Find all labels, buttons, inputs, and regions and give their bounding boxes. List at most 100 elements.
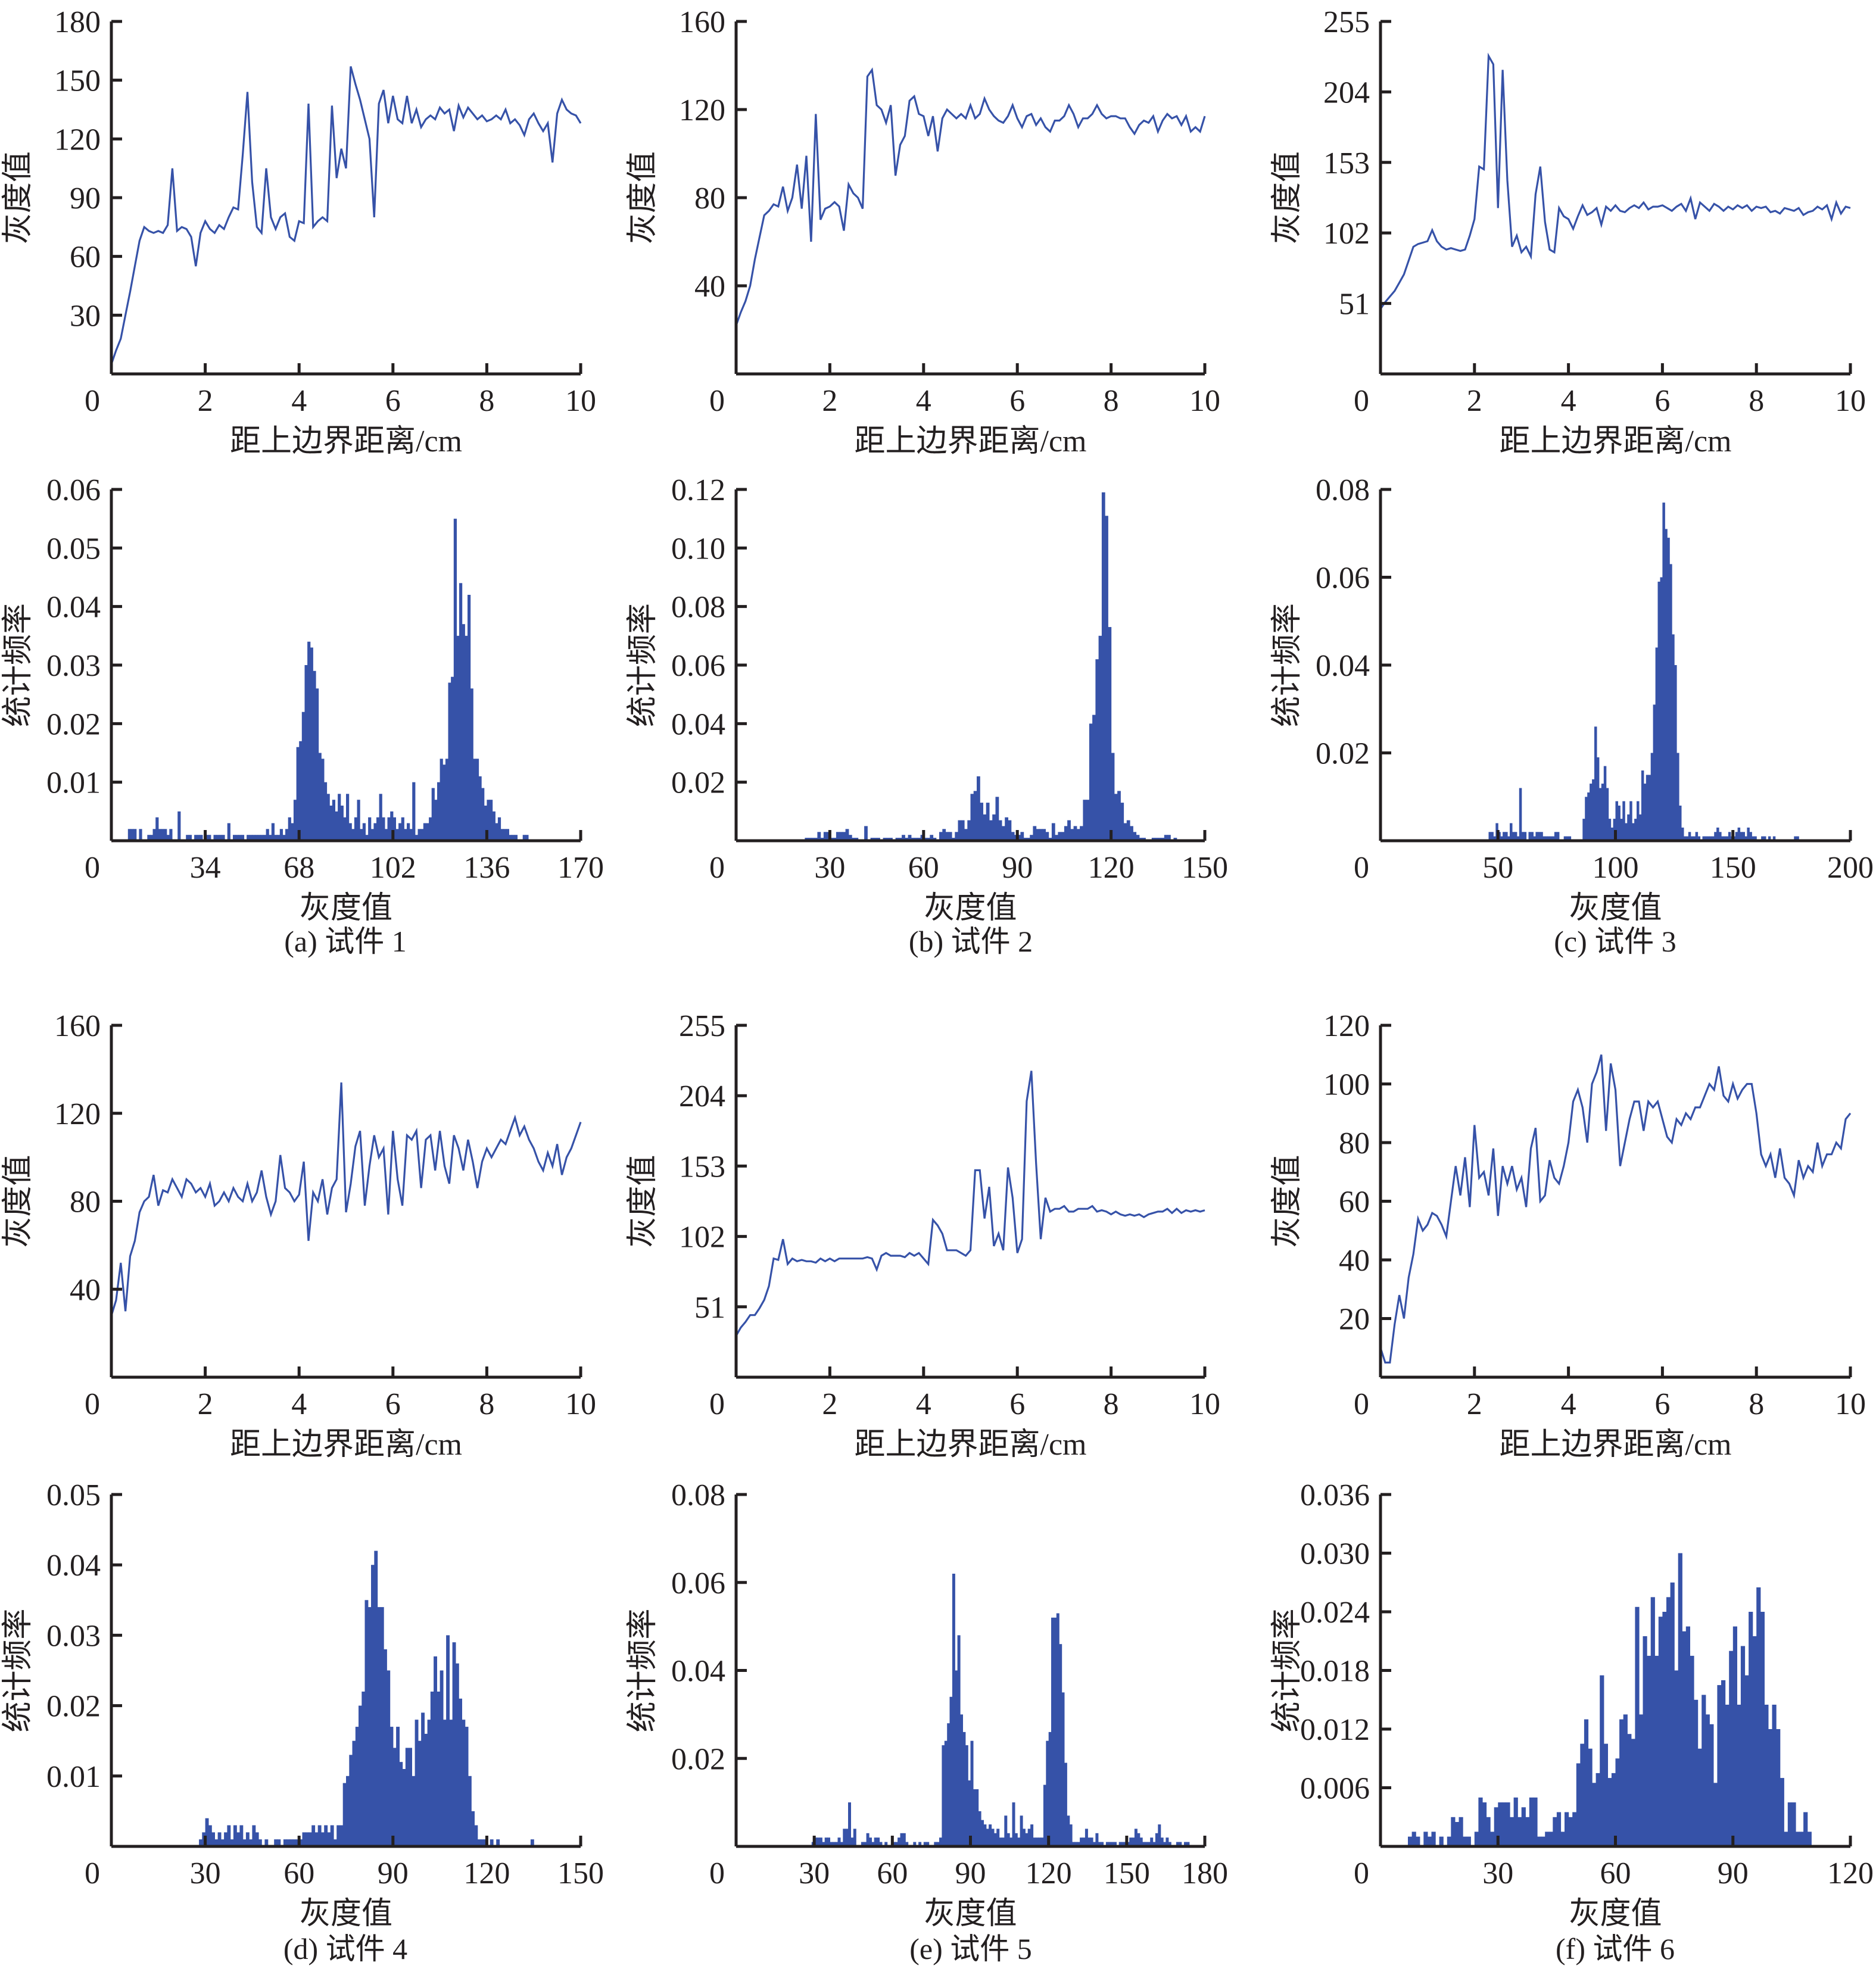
c-profile-series-line <box>1379 52 1851 310</box>
c-histogram-bar <box>1772 836 1776 841</box>
e-histogram-y-tick-label: 0.06 <box>671 1567 725 1600</box>
f-histogram-y-tick-label: 0.012 <box>1300 1713 1370 1747</box>
b-histogram-bar <box>1101 492 1105 841</box>
f-histogram-bar <box>1643 1636 1647 1846</box>
e-histogram-bar <box>1069 1824 1073 1846</box>
c-histogram-bar <box>1724 836 1727 841</box>
c-histogram-bar <box>1676 753 1679 841</box>
d-histogram-bar <box>336 1825 341 1846</box>
e-histogram-bar <box>1158 1824 1161 1846</box>
f-histogram-bar <box>1658 1617 1663 1846</box>
d-profile-y-tick-label: 40 <box>70 1273 101 1307</box>
e-histogram-bar <box>866 1833 870 1846</box>
a-histogram-bar <box>368 817 372 841</box>
e-histogram-bar <box>835 1842 839 1846</box>
d-histogram-bar <box>440 1670 444 1846</box>
f-profile-y-tick-label: 80 <box>1339 1127 1370 1160</box>
d-histogram-bar <box>417 1740 422 1846</box>
f-histogram-bar <box>1690 1655 1694 1846</box>
a-histogram-bar <box>271 823 275 841</box>
c-profile-y-tick-label: 51 <box>1339 288 1370 322</box>
e-histogram-bar <box>947 1723 951 1846</box>
c-histogram-bar <box>1737 827 1741 841</box>
a-histogram-bar <box>257 835 261 841</box>
c-histogram-bar <box>1679 806 1682 841</box>
a-histogram-bar <box>147 835 151 841</box>
c-histogram-bar <box>1646 775 1649 841</box>
e-histogram-bar <box>1160 1837 1164 1846</box>
c-histogram-y-tick-label: 0.06 <box>1316 561 1370 595</box>
f-histogram-bar <box>1556 1812 1562 1846</box>
d-histogram-bar <box>471 1811 475 1846</box>
b-histogram-bar <box>1095 659 1099 841</box>
c-histogram-bar <box>1749 832 1752 841</box>
e-histogram-bar <box>1176 1842 1179 1846</box>
a-histogram-bar <box>233 835 236 841</box>
c-histogram-bar <box>1754 836 1757 841</box>
e-histogram-bar <box>1132 1837 1135 1846</box>
c-histogram-bar <box>1528 832 1531 841</box>
e-histogram-bar <box>1067 1815 1070 1846</box>
a-profile-x-tick-label: 0 <box>85 384 100 418</box>
a-histogram-bar <box>384 829 388 841</box>
a-histogram-bar <box>288 817 291 841</box>
e-histogram-bar <box>957 1635 961 1846</box>
e-histogram-bar <box>999 1837 1002 1846</box>
a-histogram-bar <box>205 835 208 841</box>
b-histogram-bar <box>955 832 959 841</box>
b-histogram-bar <box>1105 516 1108 841</box>
e-histogram-bar <box>1025 1833 1029 1846</box>
a-histogram-bar <box>392 817 396 841</box>
f-histogram-bar <box>1541 1836 1545 1846</box>
b-histogram-bar <box>1083 800 1087 841</box>
c-histogram-bar <box>1603 766 1607 841</box>
f-histogram-bar <box>1654 1655 1659 1846</box>
c-profile-y-tick-label: 204 <box>1323 76 1370 110</box>
a-histogram-bar <box>415 835 419 841</box>
b-histogram-bar <box>958 820 962 841</box>
c-histogram-bar <box>1505 832 1508 841</box>
c-histogram-bar <box>1719 832 1722 841</box>
b-profile-x-tick-label: 10 <box>1189 384 1220 418</box>
e-profile-y-tick-label: 153 <box>679 1150 725 1184</box>
e-histogram-bar <box>840 1842 843 1846</box>
c-histogram-bar <box>1587 792 1590 841</box>
f-histogram-bar <box>1615 1758 1620 1847</box>
a-histogram-bar <box>164 829 167 841</box>
d-histogram-bar <box>430 1692 434 1846</box>
e-histogram-bar <box>1080 1837 1083 1846</box>
f-histogram-bar <box>1439 1836 1444 1846</box>
e-histogram-bar <box>902 1833 906 1846</box>
b-histogram-y-tick-label: 0.06 <box>671 649 725 683</box>
c-histogram-bar <box>1594 726 1597 841</box>
c-histogram-bar <box>1655 647 1659 841</box>
d-profile-series-line <box>110 1082 582 1316</box>
f-histogram-bar <box>1682 1631 1687 1846</box>
a-histogram-bar <box>376 817 380 841</box>
a-histogram-bar <box>390 811 394 841</box>
d-profile-x-tick-label: 4 <box>291 1387 307 1421</box>
f-histogram-bar <box>1568 1817 1573 1847</box>
a-histogram-bar <box>200 835 203 841</box>
e-histogram-bar <box>884 1842 888 1846</box>
e-histogram-bar <box>832 1842 836 1846</box>
a-histogram-bar <box>453 519 457 841</box>
d-histogram-bar <box>446 1635 450 1846</box>
b-profile-y-tick-label: 120 <box>679 93 725 127</box>
d-histogram-bar <box>302 1832 306 1846</box>
f-histogram-bar <box>1411 1832 1416 1846</box>
f-histogram-bar <box>1780 1778 1784 1846</box>
d-profile-chart: 40 80 120 160 0 2 4 6 8 10 距上边界距离/cm 灰度值 <box>1 1009 596 1462</box>
c-histogram-bar <box>1542 836 1545 841</box>
a-histogram-bar <box>409 829 413 841</box>
d-profile-y-axis-label: 灰度值 <box>1 1155 35 1247</box>
a-histogram-bar <box>219 835 222 841</box>
e-histogram-bar <box>871 1842 875 1846</box>
f-histogram-bar <box>1607 1778 1612 1846</box>
c-histogram-bar <box>1610 827 1614 841</box>
d-histogram-bar <box>245 1832 250 1846</box>
a-histogram-bar <box>462 624 465 841</box>
a-histogram-bar <box>448 682 451 841</box>
c-histogram-bar <box>1540 832 1543 841</box>
